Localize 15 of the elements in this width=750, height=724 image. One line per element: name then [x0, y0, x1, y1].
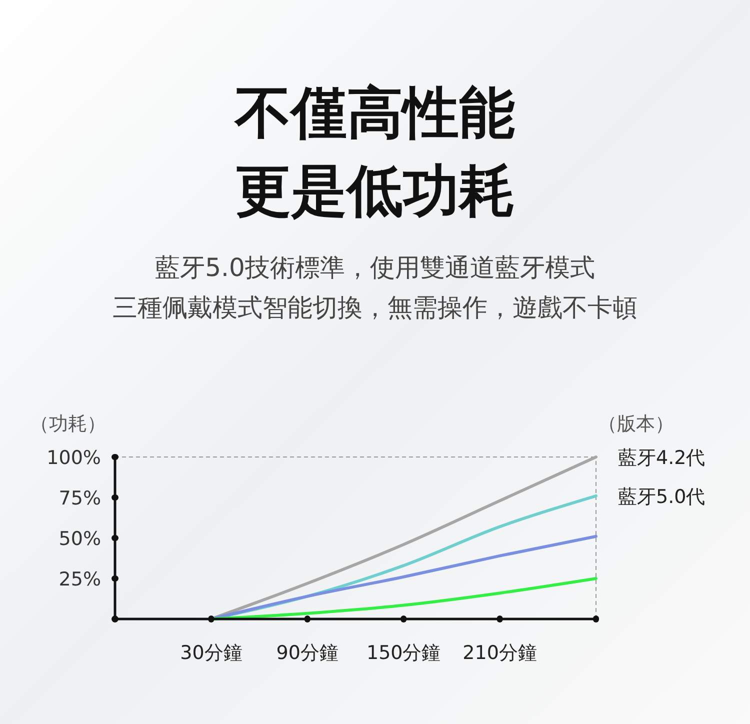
text: 三種佩戴模式智能切換，無需操作，遊戲不卡頓 — [112, 293, 638, 322]
x-tick-label: 150分鐘 — [366, 642, 441, 664]
y-tick-label: 75% — [58, 488, 101, 510]
x-tick-label: 30分鐘 — [180, 642, 242, 664]
y-tick-label: 25% — [58, 568, 101, 590]
series-label: 藍牙4.2代 — [618, 447, 706, 469]
y-tick-label: 50% — [58, 528, 101, 550]
x-tick-label: 90分鐘 — [276, 642, 338, 664]
y-tick-label: 100% — [46, 447, 101, 469]
legend-title: （版本） — [598, 413, 674, 435]
series-label: 藍牙5.0代 — [618, 486, 706, 508]
y-axis-title: （功耗） — [30, 413, 106, 435]
x-tick-label: 210分鐘 — [462, 642, 537, 664]
chart-subtitle: 藍牙5.0技術標準，使用雙通道藍牙模式 — [155, 253, 595, 282]
chart-title: 不僅高性能更是低功耗 — [233, 81, 515, 224]
